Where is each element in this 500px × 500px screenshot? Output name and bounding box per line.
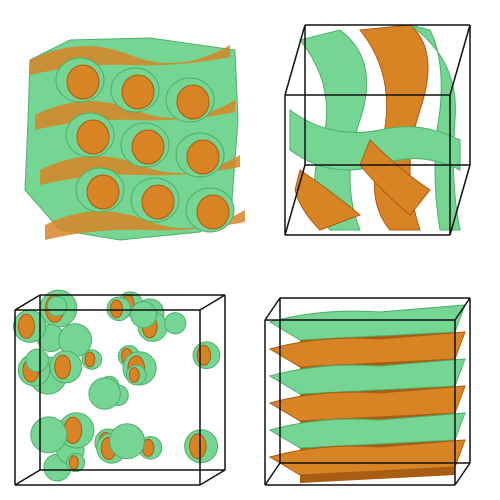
surface-band [359,139,431,216]
sphere-cut [63,416,83,445]
sphere [46,296,68,317]
sphere [88,377,121,410]
cube-edge [449,24,471,96]
lamella-side [300,467,455,483]
cube-edge [454,462,471,486]
panel-lamellae [264,297,471,486]
cube-edge [264,297,281,321]
surface-band [409,24,461,231]
orange-sheet [30,45,230,75]
cube-edge [14,294,41,311]
cylinder-end [66,64,100,100]
orange-sheet [40,155,240,185]
cylinder-end [86,174,120,210]
cube-edge [449,164,471,236]
sphere-cut [110,299,123,319]
sphere-cut [128,367,140,383]
cube-edge [199,294,226,311]
cube-edge [199,469,226,486]
sphere-cut [54,354,72,380]
orange-sheet [45,210,245,240]
orange-sheet [35,100,235,130]
sphere-cut [17,313,35,339]
cylinder-end [176,84,210,120]
sphere-cut [68,455,79,470]
cylinder-end [121,74,155,110]
sphere [109,423,145,460]
surface-band [294,169,361,231]
cube-edge [454,297,471,321]
sphere [30,416,68,454]
panel-spheres [13,289,226,486]
cube-edge [284,164,306,236]
panel-twisted [284,24,471,236]
panel-cylinders [24,37,245,241]
surface-band [289,109,461,171]
cylinder-end [141,184,175,220]
cylinder-end [196,194,230,230]
cube-edge [14,469,41,486]
cylinder-end [76,119,110,155]
cylinder-end [186,139,220,175]
sphere-cut [189,433,207,460]
sphere-cut [196,344,211,366]
sphere [164,312,187,335]
cylinder-end [131,129,165,165]
cube-edge [264,462,281,486]
sphere [25,348,49,373]
cube-edge [284,24,306,96]
sphere-cut [84,351,96,368]
sphere [130,301,158,329]
